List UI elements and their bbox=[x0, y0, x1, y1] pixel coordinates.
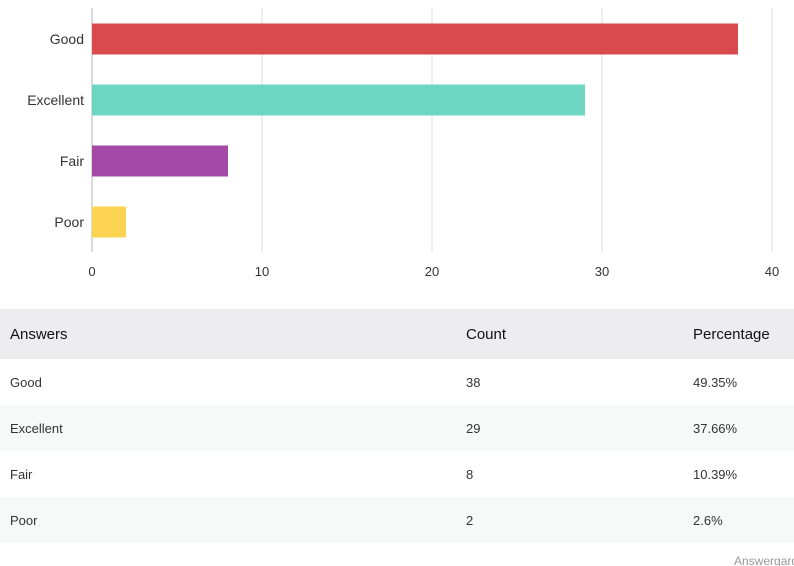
header-count: Count bbox=[466, 309, 693, 359]
chart-canvas: 0 10 20 30 40 Good Excellent Fair Poor bbox=[27, 8, 779, 279]
results-table: Answers Count Percentage Good 38 49.35% … bbox=[0, 309, 794, 543]
category-label-good: Good bbox=[50, 31, 84, 47]
category-label-poor: Poor bbox=[54, 214, 84, 230]
footer-branding: Answergarden bbox=[734, 556, 794, 566]
table-row: Poor 2 2.6% bbox=[0, 497, 794, 543]
x-tick-label-20: 20 bbox=[425, 264, 439, 279]
answer-cell: Excellent bbox=[0, 405, 466, 451]
table-row: Good 38 49.35% bbox=[0, 359, 794, 405]
percentage-cell: 2.6% bbox=[693, 497, 794, 543]
count-cell: 2 bbox=[466, 497, 693, 543]
header-answers: Answers bbox=[0, 309, 466, 359]
bar-poor bbox=[92, 206, 126, 238]
answer-cell: Poor bbox=[0, 497, 466, 543]
x-tick-label-10: 10 bbox=[255, 264, 269, 279]
header-percentage: Percentage bbox=[693, 309, 794, 359]
bar-fair bbox=[92, 145, 228, 177]
percentage-cell: 49.35% bbox=[693, 374, 738, 390]
percentage-cell: 10.39% bbox=[693, 466, 738, 482]
table-row: Excellent 29 37.66% bbox=[0, 405, 794, 451]
x-tick-label-0: 0 bbox=[88, 264, 95, 279]
bar-chart: 0 10 20 30 40 Good Excellent Fair Poor bbox=[27, 8, 779, 279]
bar-excellent bbox=[92, 84, 585, 116]
category-label-fair: Fair bbox=[60, 153, 84, 169]
answer-cell: Good bbox=[10, 374, 42, 390]
category-label-excellent: Excellent bbox=[27, 92, 84, 108]
count-cell: 29 bbox=[466, 405, 693, 451]
table-row: Fair 8 10.39% bbox=[0, 451, 794, 497]
answer-cell: Fair bbox=[10, 466, 33, 482]
x-tick-label-30: 30 bbox=[595, 264, 609, 279]
count-cell: 8 bbox=[466, 466, 474, 482]
bar-good bbox=[92, 23, 738, 55]
table-header-row: Answers Count Percentage bbox=[0, 309, 794, 359]
count-cell: 38 bbox=[466, 374, 481, 390]
percentage-cell: 37.66% bbox=[693, 405, 794, 451]
x-tick-label-40: 40 bbox=[765, 264, 779, 279]
